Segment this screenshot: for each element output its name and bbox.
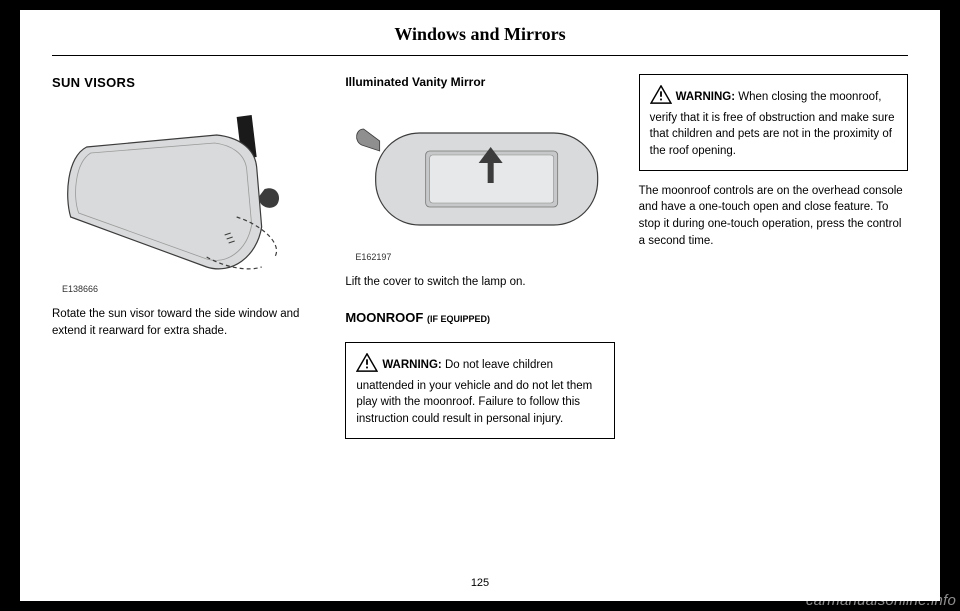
moonroof-subtitle: (IF EQUIPPED) xyxy=(427,314,490,324)
illustration-sun-visor xyxy=(52,107,321,277)
page-title: Windows and Mirrors xyxy=(20,10,940,45)
section-title-moonroof: MOONROOF (IF EQUIPPED) xyxy=(345,309,614,328)
vanity-mirror-text: Lift the cover to switch the lamp on. xyxy=(345,274,614,291)
section-title-vanity-mirror: Illuminated Vanity Mirror xyxy=(345,74,614,91)
watermark: carmanualsonline.info xyxy=(806,592,956,609)
warning-label-2: WARNING: xyxy=(676,91,735,103)
warning-box-1: WARNING: Do not leave children unattende… xyxy=(345,342,614,439)
warning-icon xyxy=(650,85,672,110)
column-2: Illuminated Vanity Mirror xyxy=(345,74,614,451)
page-number: 125 xyxy=(20,577,940,589)
manual-page: Windows and Mirrors SUN VISORS xyxy=(20,10,940,601)
moonroof-title-text: MOONROOF xyxy=(345,310,423,325)
section-title-sun-visors: SUN VISORS xyxy=(52,74,321,93)
warning-icon xyxy=(356,353,378,378)
illustration-label-1: E138666 xyxy=(62,283,321,296)
illustration-label-2: E162197 xyxy=(355,251,614,264)
moonroof-text: The moonroof controls are on the overhea… xyxy=(639,183,908,250)
warning-label-1: WARNING: xyxy=(382,359,441,371)
column-1: SUN VISORS xyxy=(52,74,321,451)
column-3: WARNING: When closing the moonroof, veri… xyxy=(639,74,908,451)
warning-box-2: WARNING: When closing the moonroof, veri… xyxy=(639,74,908,171)
illustration-vanity-mirror xyxy=(345,105,614,245)
sun-visor-text: Rotate the sun visor toward the side win… xyxy=(52,306,321,339)
columns: SUN VISORS xyxy=(20,56,940,451)
